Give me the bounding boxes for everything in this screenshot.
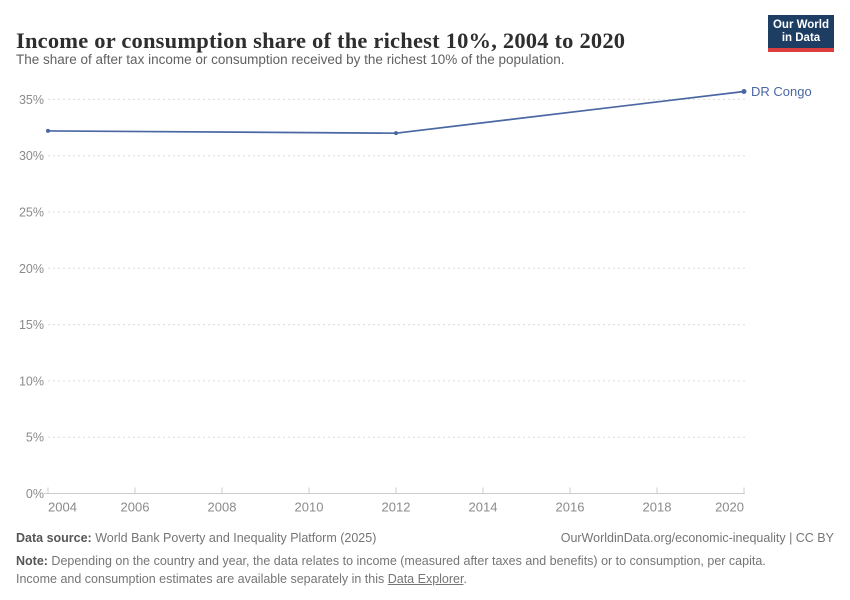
x-axis-tick-label: 2008 (208, 500, 237, 515)
y-axis-tick-label: 10% (19, 374, 44, 388)
data-explorer-link[interactable]: Data Explorer (387, 571, 464, 586)
y-axis-tick-label: 30% (19, 149, 44, 163)
x-axis-tick-label: 2012 (382, 500, 411, 515)
y-axis-tick-label: 20% (19, 262, 44, 276)
owid-logo[interactable]: Our World in Data (768, 15, 834, 52)
y-axis-tick-label: 25% (19, 206, 44, 220)
note-line2: Income and consumption estimates are ava… (16, 571, 388, 586)
page-title: Income or consumption share of the riche… (16, 28, 626, 54)
x-axis-tick-label: 2018 (643, 500, 672, 515)
owid-url-link[interactable]: OurWorldinData.org/economic-inequality |… (560, 531, 834, 545)
x-axis-tick-label: 2010 (295, 500, 324, 515)
data-source-label: Data source: (16, 531, 92, 545)
data-point[interactable] (46, 128, 50, 133)
x-axis-tick-label: 2020 (715, 500, 744, 515)
footer-sources-row: Data source: World Bank Poverty and Ineq… (16, 531, 834, 545)
note-line1: Depending on the country and year, the d… (47, 554, 766, 568)
x-axis-tick-label: 2006 (121, 500, 150, 515)
x-axis-tick-label: 2004 (48, 500, 77, 515)
data-source-text: Data source: World Bank Poverty and Ineq… (16, 531, 376, 545)
footer-note: Note: Depending on the country and year,… (16, 553, 834, 588)
data-point[interactable] (394, 131, 398, 136)
line-series[interactable] (47, 90, 745, 135)
owid-logo-line2: in Data (781, 32, 821, 44)
series-entity-label[interactable]: DR Congo (751, 84, 812, 99)
y-axis-tick-label: 0% (26, 487, 44, 501)
y-axis-tick-label: 15% (19, 318, 44, 332)
y-axis-tick-label: 5% (26, 431, 44, 445)
chart-subtitle: The share of after tax income or consump… (16, 52, 565, 67)
y-axis-tick-label: 35% (19, 93, 44, 107)
owid-logo-line1: Our World (772, 19, 829, 31)
data-source-value: World Bank Poverty and Inequality Platfo… (91, 531, 377, 545)
x-axis-tick-label: 2016 (556, 500, 585, 515)
data-point[interactable] (741, 89, 747, 95)
note-line2-end: . (463, 571, 467, 586)
note-label: Note: (16, 554, 48, 568)
x-axis-tick-label: 2014 (469, 500, 498, 515)
